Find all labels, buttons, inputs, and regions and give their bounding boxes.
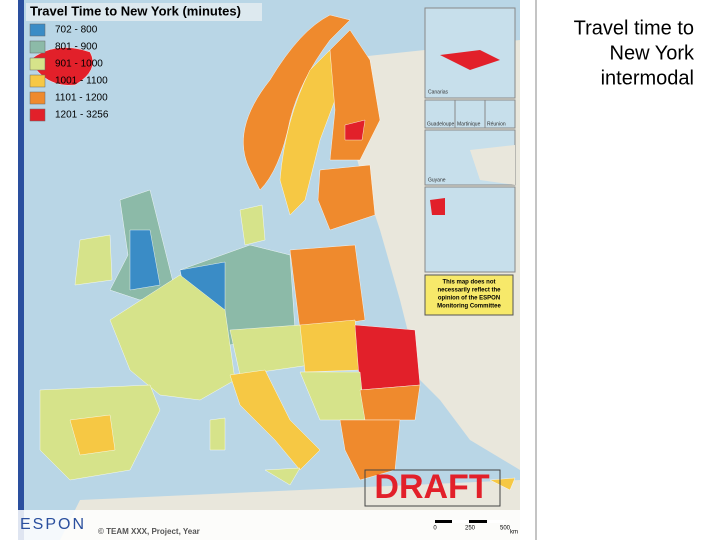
scale-bar xyxy=(435,520,505,523)
frame-strip xyxy=(18,0,24,540)
region xyxy=(69,414,116,456)
disclaimer: necessarily reflect the xyxy=(437,288,501,294)
insets: Canarias Guadeloupe Martinique Réunion G… xyxy=(424,7,516,273)
scale-label: 250 xyxy=(465,526,476,532)
legend-label: 702 - 800 xyxy=(55,25,98,36)
region xyxy=(344,119,366,141)
stamp-box xyxy=(364,469,501,507)
scale-label: 500 xyxy=(500,526,511,532)
inset xyxy=(484,99,516,129)
region xyxy=(74,234,113,286)
region xyxy=(109,274,236,401)
legend-swatch xyxy=(29,40,46,54)
scale-label: 0 xyxy=(433,526,437,532)
region xyxy=(229,369,321,471)
region xyxy=(243,14,351,191)
title-bg xyxy=(26,3,262,21)
scale-bar xyxy=(487,520,505,523)
map-title: Travel Time to New York (minutes) xyxy=(30,3,241,18)
stamp: DRAFT xyxy=(374,468,489,506)
legend-label: 1001 - 1100 xyxy=(55,76,108,87)
inset-land xyxy=(430,198,445,215)
inset-label: Guyane xyxy=(428,177,446,183)
scale-bar xyxy=(452,520,469,523)
region xyxy=(239,204,266,246)
legend-swatch xyxy=(29,108,46,122)
region xyxy=(359,384,421,421)
slide-title: intermodal xyxy=(601,67,694,89)
legend-label: 1201 - 3256 xyxy=(55,110,109,121)
inset-land xyxy=(470,145,515,185)
region xyxy=(129,229,161,291)
legend-swatch xyxy=(29,74,46,88)
legend-swatch xyxy=(29,23,46,37)
region xyxy=(317,164,376,231)
region xyxy=(279,49,336,216)
inset-label: Guadeloupe xyxy=(427,121,454,127)
disclaimer-box xyxy=(424,274,514,316)
legend-label: 1101 - 1200 xyxy=(55,93,108,104)
credit: © TEAM XXX, Project, Year xyxy=(98,527,200,536)
slide-title: New York xyxy=(610,42,695,64)
region xyxy=(329,29,381,161)
region xyxy=(339,419,401,481)
legend-label: 901 - 1000 xyxy=(55,59,103,70)
region xyxy=(29,47,94,86)
disclaimer: This map does not xyxy=(442,280,495,286)
inset-label: Martinique xyxy=(457,121,481,127)
disclaimer: Monitoring Committee xyxy=(437,304,501,310)
legend-label: 801 - 900 xyxy=(55,42,98,53)
legend-swatch xyxy=(29,57,46,71)
scale-label: km xyxy=(510,530,518,536)
region xyxy=(354,324,421,391)
region xyxy=(209,417,226,451)
footer-bg xyxy=(18,510,520,540)
region xyxy=(299,319,361,373)
inset-land xyxy=(440,50,500,70)
disclaimer: opinion of the ESPON xyxy=(438,296,500,302)
legend-swatch xyxy=(29,91,46,105)
legend: 702 - 800 801 - 900 901 - 1000 1001 - 1100 1… xyxy=(29,23,109,122)
inset-label: Réunion xyxy=(487,121,506,127)
inset-label: Canarias xyxy=(428,89,449,95)
region xyxy=(264,467,301,486)
slide-title: Travel time to xyxy=(574,17,694,39)
logo: ESPON xyxy=(20,516,86,533)
region xyxy=(289,244,366,331)
